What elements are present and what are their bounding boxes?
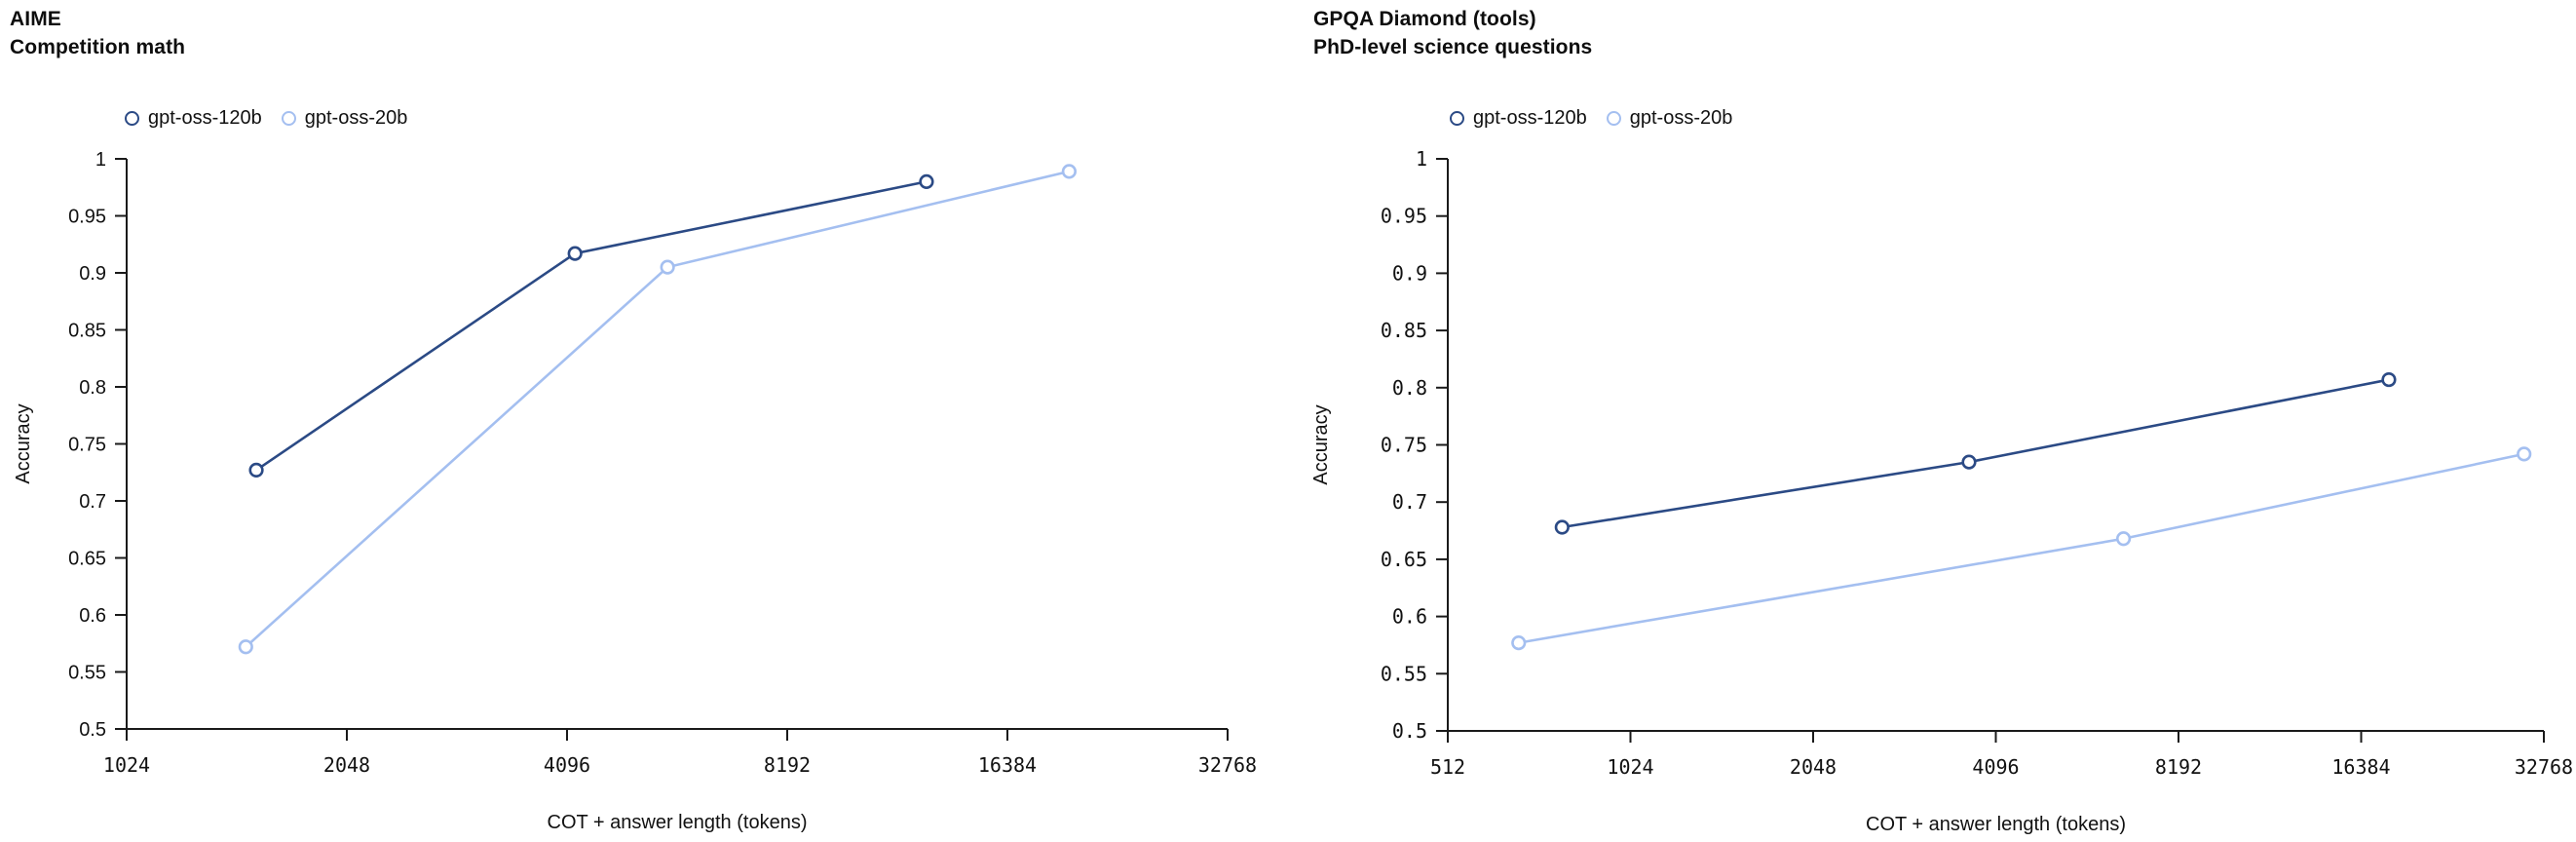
x-axis-title: COT + answer length (tokens) xyxy=(548,812,808,833)
data-point-marker xyxy=(1554,519,1570,535)
y-tick-label: 0.6 xyxy=(79,605,106,627)
data-point-marker xyxy=(238,639,253,655)
data-point-marker xyxy=(248,462,264,478)
legend-label: gpt-oss-20b xyxy=(304,107,408,129)
legend-label: gpt-oss-120b xyxy=(1473,107,1587,129)
axis-lines xyxy=(1447,159,2544,732)
legend-marker-circle-icon xyxy=(281,111,296,126)
gpqa-plot-svg: 0.5 0.55 0.6 0.65 0.7 0.75 0.8 0.85 0.9 0.95 1 512 1… xyxy=(1310,147,2573,835)
x-tick-label: 16384 xyxy=(2331,755,2390,779)
y-axis-title: Accuracy xyxy=(1310,404,1332,484)
y-tick-label: 1 xyxy=(95,149,106,171)
x-tick-label: 8192 xyxy=(764,753,811,777)
data-point-marker xyxy=(1511,635,1527,651)
x-tick-label: 4096 xyxy=(1972,755,2019,779)
y-tick-label: 0.85 xyxy=(1381,319,1427,342)
x-tick-label: 1024 xyxy=(1607,755,1653,779)
legend-marker-circle-icon xyxy=(125,111,139,126)
y-tick-label: 0.75 xyxy=(1381,434,1427,457)
series-line-gpt-oss-120b xyxy=(255,180,928,472)
chart-title-line: GPQA Diamond (tools) xyxy=(1313,8,1536,30)
data-point-marker xyxy=(660,259,675,275)
data-point-marker xyxy=(919,173,934,189)
legend: gpt-oss-120b gpt-oss-20b xyxy=(125,107,407,130)
chart-subtitle-line: PhD-level science questions xyxy=(1313,36,1593,58)
chart-title: GPQA Diamond (tools) PhD-level science q… xyxy=(1313,5,1592,61)
y-tick-label: 1 xyxy=(1416,147,1427,171)
chart-title: AIME Competition math xyxy=(10,5,185,61)
data-point-marker xyxy=(1061,164,1077,179)
data-point-marker xyxy=(2381,371,2397,388)
data-point-marker xyxy=(1961,454,1977,470)
y-tick-label: 0.85 xyxy=(68,321,106,342)
y-tick-label: 0.95 xyxy=(68,207,106,228)
axis-lines xyxy=(126,159,1228,730)
series-line-gpt-oss-120b xyxy=(1562,378,2390,529)
data-point-marker xyxy=(2517,446,2532,462)
x-tick-label: 2048 xyxy=(323,753,370,777)
legend: gpt-oss-120b gpt-oss-20b xyxy=(1450,107,1732,130)
legend-label: gpt-oss-20b xyxy=(1629,107,1733,129)
y-tick-label: 0.95 xyxy=(1381,205,1427,228)
x-tick-label: 1024 xyxy=(103,753,150,777)
y-tick-label: 0.8 xyxy=(79,377,106,399)
y-tick-label: 0.5 xyxy=(1392,719,1427,743)
series-line-gpt-oss-20b xyxy=(1518,452,2524,644)
legend-item-gpt-oss-120b: gpt-oss-120b xyxy=(125,107,262,130)
gpqa-chart: GPQA Diamond (tools) PhD-level science q… xyxy=(1288,0,2576,842)
y-tick-label: 0.6 xyxy=(1392,605,1427,629)
aime-chart: AIME Competition math gpt-oss-120b gpt-o… xyxy=(10,5,1257,833)
legend-marker-circle-icon xyxy=(1450,111,1464,126)
aime-plot-svg: 0.5 0.55 0.6 0.65 0.7 0.75 0.8 0.85 0.9 0.95 1 1024… xyxy=(13,149,1257,833)
x-axis-title: COT + answer length (tokens) xyxy=(1866,814,2126,835)
x-tick-label: 512 xyxy=(1430,755,1465,779)
y-tick-label: 0.9 xyxy=(1392,261,1427,285)
y-tick-label: 0.7 xyxy=(79,491,106,513)
y-axis-title: Accuracy xyxy=(13,403,34,483)
y-tick-label: 0.5 xyxy=(79,719,106,741)
x-tick-label: 16384 xyxy=(978,753,1037,777)
x-tick-label: 2048 xyxy=(1790,755,1837,779)
data-point-marker xyxy=(2115,531,2132,547)
y-tick-label: 0.8 xyxy=(1392,376,1427,400)
chart-title-line: AIME xyxy=(10,8,61,30)
y-tick-label: 0.9 xyxy=(79,263,106,285)
x-tick-label: 4096 xyxy=(544,753,590,777)
x-tick-label: 32768 xyxy=(2515,755,2573,779)
data-point-marker xyxy=(567,246,583,261)
y-tick-label: 0.7 xyxy=(1392,490,1427,514)
y-tick-label: 0.65 xyxy=(1381,548,1427,571)
x-tick-label: 32768 xyxy=(1198,753,1257,777)
series-line-gpt-oss-20b xyxy=(245,170,1070,648)
y-tick-label: 0.55 xyxy=(68,663,106,684)
x-tick-label: 8192 xyxy=(2155,755,2202,779)
legend-item-gpt-oss-20b: gpt-oss-20b xyxy=(1606,107,1733,130)
chart-subtitle-line: Competition math xyxy=(10,36,186,58)
y-tick-label: 0.75 xyxy=(68,435,106,456)
legend-label: gpt-oss-120b xyxy=(148,107,262,129)
y-tick-label: 0.65 xyxy=(68,549,106,570)
y-tick-label: 0.55 xyxy=(1381,662,1427,685)
legend-marker-circle-icon xyxy=(1606,111,1621,126)
legend-item-gpt-oss-20b: gpt-oss-20b xyxy=(281,107,408,130)
legend-item-gpt-oss-120b: gpt-oss-120b xyxy=(1450,107,1587,130)
